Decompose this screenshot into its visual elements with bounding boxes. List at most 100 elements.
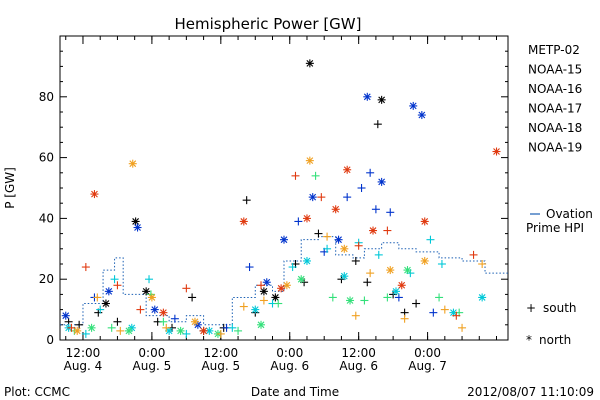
marker-stroke <box>62 312 70 320</box>
noaa-19-south-point <box>291 171 300 180</box>
y-tick-label: 60 <box>39 151 54 165</box>
marker-stroke <box>493 148 500 155</box>
marker-stroke <box>303 257 311 265</box>
marker-stroke <box>363 93 371 101</box>
noaa-15-north-point <box>417 111 426 120</box>
y-tick-label: 20 <box>39 272 54 286</box>
noaa-18-south-point <box>478 260 487 268</box>
noaa-15-north-point <box>150 305 159 314</box>
marker-stroke <box>283 281 291 289</box>
noaa-15-north-point <box>61 311 70 320</box>
noaa-15-north-point <box>363 92 372 101</box>
noaa-18-south-point <box>259 296 268 305</box>
noaa-17-north-point <box>346 296 355 305</box>
ovation-step-line <box>60 236 508 326</box>
x-tick-label-date: Aug. 7 <box>408 359 447 373</box>
noaa-15-north-point <box>104 287 113 296</box>
marker-stroke <box>409 102 417 110</box>
noaa-18-south-point <box>162 323 171 332</box>
noaa-17-south-point <box>234 326 243 335</box>
noaa-19-north-point <box>159 308 168 317</box>
noaa-15-north-point <box>280 235 288 244</box>
marker-stroke <box>105 287 113 295</box>
y-axis: 0 20 40 60 80 <box>39 50 508 347</box>
noaa-16-north-point <box>340 272 349 281</box>
metp-02-south-point <box>412 299 421 308</box>
marker-stroke <box>102 300 110 307</box>
y-tick-label: 0 <box>46 333 54 347</box>
plot-frame <box>59 35 509 341</box>
x-tick-label-date: Aug. 5 <box>201 359 240 373</box>
hemisphere-legend: + south * north <box>526 301 577 347</box>
metp-02-south-point <box>188 293 197 302</box>
metp-02-north-point <box>305 59 314 68</box>
footer-plot-source: Plot: CCMC <box>4 385 70 399</box>
x-tick-label-time: 0:00 <box>414 346 441 360</box>
marker-stroke <box>129 160 137 168</box>
noaa-16-north-point <box>302 256 311 265</box>
noaa-18-north-point <box>420 256 429 265</box>
marker-stroke <box>306 59 314 67</box>
marker-stroke <box>148 294 156 301</box>
noaa-18-south-point <box>366 269 375 278</box>
marker-stroke <box>398 281 406 289</box>
marker-stroke <box>343 166 351 174</box>
marker-stroke <box>421 218 429 225</box>
noaa-18-north-point <box>128 159 137 168</box>
x-tick-label-time: 12:00 <box>341 346 376 360</box>
marker-stroke <box>125 327 133 335</box>
marker-stroke <box>205 327 213 335</box>
noaa-15-south-point <box>394 293 403 302</box>
noaa-19-south-point <box>469 250 478 259</box>
x-tick-label-date: Aug. 4 <box>64 359 103 373</box>
marker-stroke <box>251 306 259 313</box>
marker-stroke <box>418 111 426 119</box>
marker-stroke <box>340 245 348 253</box>
metp-02-south-point <box>75 320 84 329</box>
noaa-19-north-point <box>90 190 99 199</box>
marker-stroke <box>378 96 386 104</box>
noaa-15-south-point <box>357 184 366 192</box>
marker-stroke <box>478 294 486 301</box>
noaa-18-south-point <box>323 232 332 241</box>
noaa-17-south-point <box>383 293 392 302</box>
noaa-19-south-point <box>354 241 363 250</box>
x-tick-label-time: 0:00 <box>138 346 165 360</box>
noaa-15-north-point <box>308 193 317 202</box>
noaa-17-north-point <box>297 275 306 284</box>
marker-stroke <box>335 236 342 244</box>
noaa-16-south-point <box>374 250 383 259</box>
noaa-18-south-point <box>351 311 360 320</box>
noaa-16-north-point <box>205 326 214 335</box>
legend: METP-02 NOAA-15 NOAA-16 NOAA-17 NOAA-18 NOAA-… <box>528 43 582 155</box>
metp-02-south-point <box>113 317 122 326</box>
noaa-16-south-point <box>96 305 105 314</box>
noaa-16-south-point <box>288 263 297 272</box>
marker-stroke <box>159 309 167 317</box>
marker-stroke <box>271 294 279 301</box>
metp-02-north-point <box>259 287 268 296</box>
marker-stroke <box>309 193 317 201</box>
north-marker-symbol: * <box>526 333 532 347</box>
noaa-18-south-point <box>440 305 449 314</box>
noaa-17-south-point <box>274 299 283 308</box>
marker-stroke <box>277 284 285 292</box>
noaa-19-south-point <box>113 281 122 290</box>
noaa-18-north-point <box>190 317 199 326</box>
noaa-18-north-point <box>282 281 291 290</box>
legend-item-metp-02: METP-02 <box>528 43 580 57</box>
noaa-16-south-point <box>182 329 191 338</box>
noaa-18-north-point <box>147 293 156 302</box>
noaa-19-south-point <box>317 193 326 202</box>
marker-stroke <box>392 287 400 295</box>
metp-02-south-point <box>314 229 323 238</box>
noaa-15-north-point <box>409 101 418 110</box>
noaa-19-north-point <box>239 217 248 226</box>
marker-stroke <box>421 257 429 265</box>
noaa-16-south-point <box>81 329 90 338</box>
noaa-17-south-point <box>311 171 320 180</box>
metp-02-south-point <box>373 120 382 129</box>
footer-timestamp: 2012/08/07 11:10:09 <box>467 385 594 399</box>
